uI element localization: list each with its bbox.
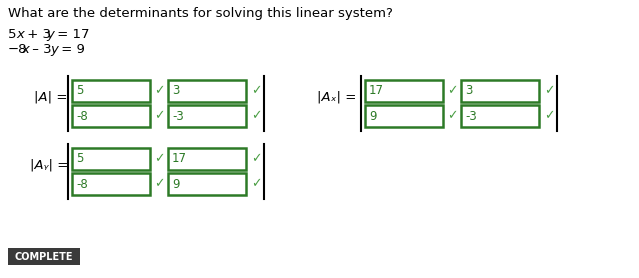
Text: ✓: ✓ — [544, 110, 554, 123]
Bar — [168, 173, 246, 195]
Bar — [72, 148, 150, 170]
Text: ✓: ✓ — [250, 85, 261, 98]
Text: ✓: ✓ — [154, 153, 164, 165]
Bar — [461, 80, 539, 102]
Text: ✓: ✓ — [250, 110, 261, 123]
Bar — [168, 105, 246, 127]
Text: What are the determinants for solving this linear system?: What are the determinants for solving th… — [8, 7, 393, 20]
Text: ✓: ✓ — [154, 85, 164, 98]
Text: ✓: ✓ — [154, 177, 164, 190]
Text: 17: 17 — [172, 153, 187, 165]
Text: 5: 5 — [76, 85, 83, 98]
Bar — [461, 105, 539, 127]
Text: ✓: ✓ — [447, 85, 458, 98]
Text: x: x — [21, 43, 29, 56]
Text: = 17: = 17 — [53, 28, 89, 41]
Text: |Aₓ| =: |Aₓ| = — [317, 91, 356, 103]
Text: 3: 3 — [465, 85, 472, 98]
Bar — [72, 80, 150, 102]
Text: 5: 5 — [76, 153, 83, 165]
Text: y: y — [50, 43, 58, 56]
Bar — [365, 105, 443, 127]
Text: 5: 5 — [8, 28, 17, 41]
Text: ✓: ✓ — [447, 110, 458, 123]
Text: – 3: – 3 — [28, 43, 52, 56]
Bar — [168, 148, 246, 170]
Bar — [8, 248, 80, 265]
Text: x: x — [16, 28, 24, 41]
Text: |A| =: |A| = — [35, 91, 68, 103]
Text: −8: −8 — [8, 43, 27, 56]
Text: COMPLETE: COMPLETE — [15, 252, 73, 262]
Text: |Aᵧ| =: |Aᵧ| = — [29, 158, 68, 172]
Bar — [72, 173, 150, 195]
Text: 9: 9 — [369, 110, 376, 123]
Text: y: y — [46, 28, 54, 41]
Text: 17: 17 — [369, 85, 384, 98]
Bar — [72, 105, 150, 127]
Text: 3: 3 — [172, 85, 180, 98]
Bar — [168, 80, 246, 102]
Text: ✓: ✓ — [250, 177, 261, 190]
Text: + 3: + 3 — [23, 28, 51, 41]
Text: ✓: ✓ — [544, 85, 554, 98]
Text: -8: -8 — [76, 177, 88, 190]
Text: -8: -8 — [76, 110, 88, 123]
Text: -3: -3 — [172, 110, 184, 123]
Text: = 9: = 9 — [57, 43, 85, 56]
Bar — [365, 80, 443, 102]
Text: ✓: ✓ — [154, 110, 164, 123]
Text: ✓: ✓ — [250, 153, 261, 165]
Text: 9: 9 — [172, 177, 180, 190]
Text: -3: -3 — [465, 110, 477, 123]
